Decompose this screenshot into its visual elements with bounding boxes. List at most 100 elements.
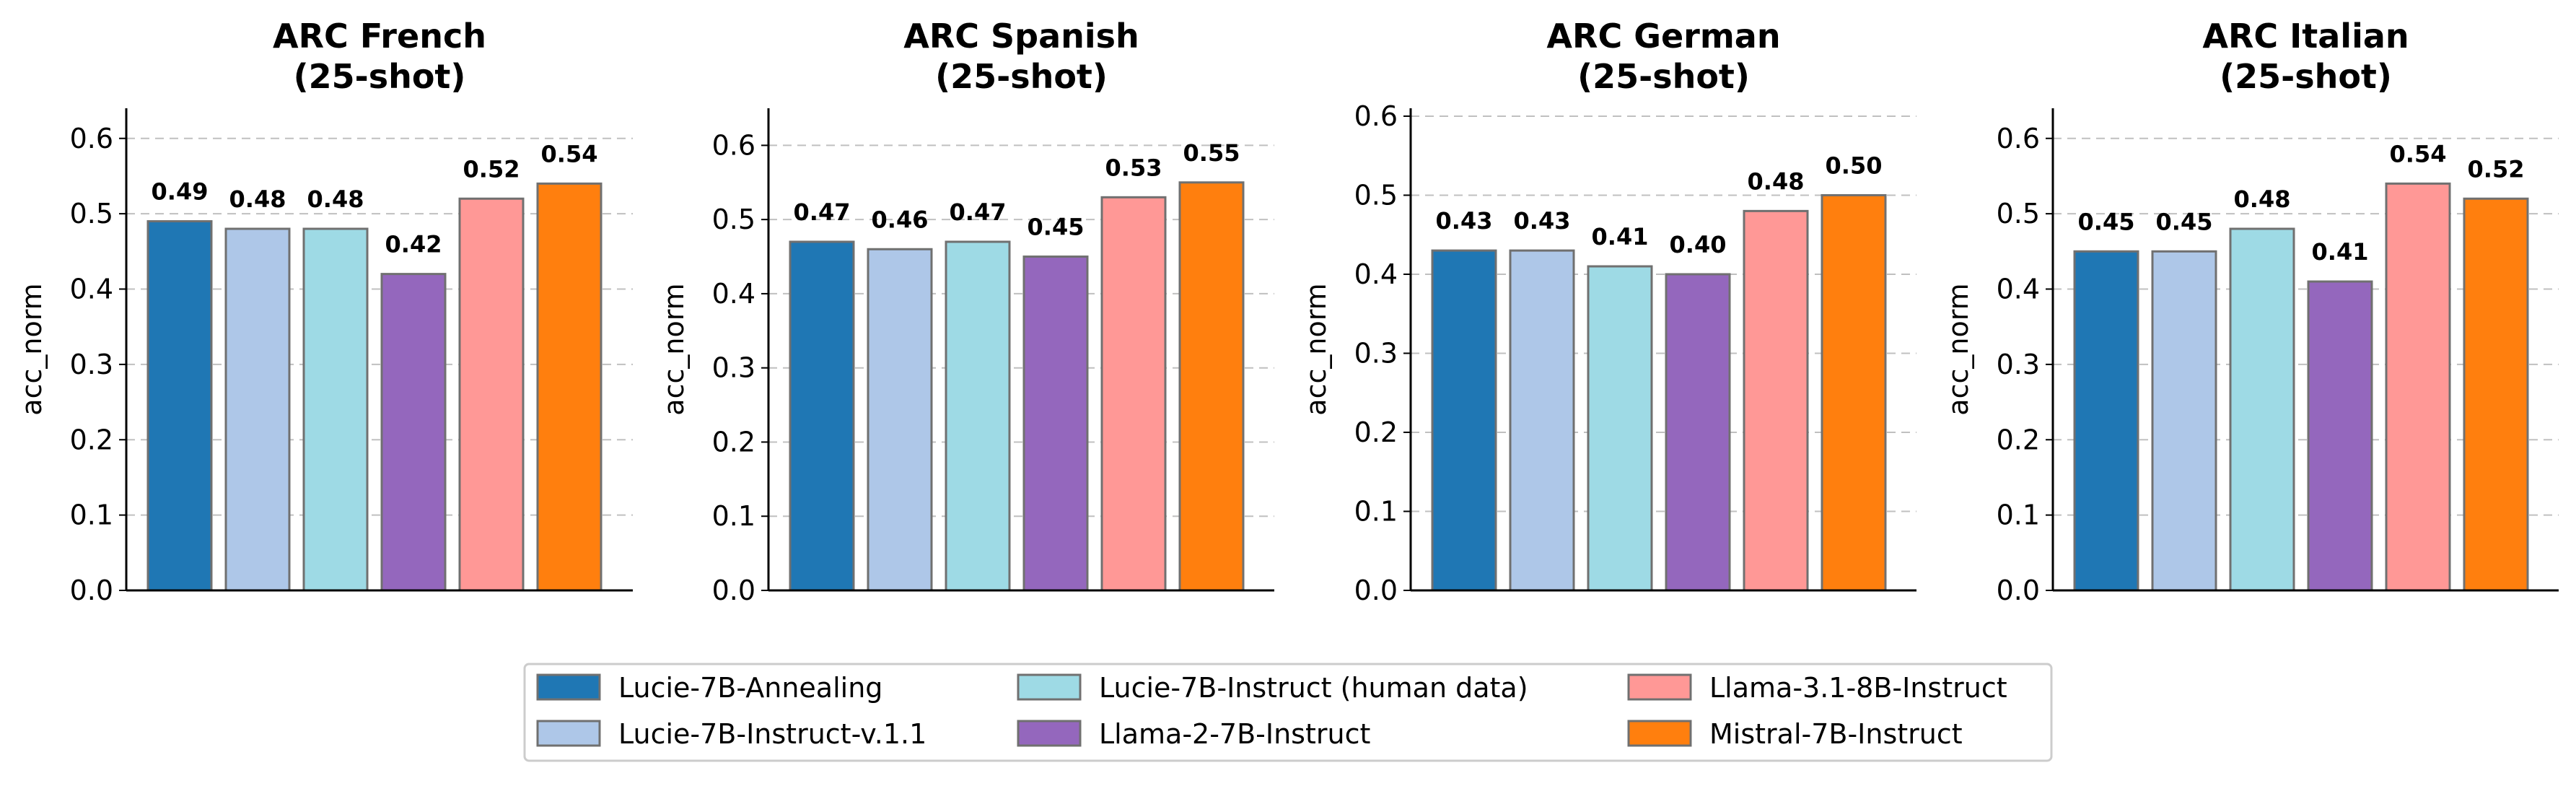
legend-label: Lucie-7B-Annealing [618,672,882,704]
bar-value-label: 0.52 [2468,155,2525,183]
bar [2463,197,2529,592]
legend-swatch [536,720,601,747]
y-tick-label: 0.3 [1997,349,2040,380]
y-tick-label: 0.4 [712,278,755,310]
bar-value-label: 0.50 [1826,152,1883,179]
bar [146,220,213,592]
bar-value-label: 0.49 [152,178,209,206]
legend-swatch [1627,720,1692,747]
y-tick-label: 0.4 [70,274,113,305]
legend-swatch [1017,673,1082,701]
bar-value-label: 0.54 [541,140,598,167]
y-tick-label: 0.2 [1354,416,1398,448]
bar [945,240,1011,592]
y-tick-label: 0.5 [712,204,755,235]
y-tick-label: 0.1 [712,500,755,532]
y-tick-label: 0.1 [1354,495,1398,527]
bar [1022,256,1089,592]
bar [224,227,291,592]
bar-value-label: 0.47 [794,198,851,226]
bar-value-label: 0.52 [463,155,520,183]
bar [1821,193,1887,592]
bar [380,273,447,592]
y-tick-label: 0.3 [712,352,755,384]
bar [458,197,525,592]
bar [2385,182,2451,592]
y-tick-label: 0.4 [1997,274,2040,305]
bar [1178,181,1245,592]
bar [789,240,855,592]
chart-title: ARC Italian [2202,17,2409,56]
chart-title: ARC Spanish [903,17,1139,56]
y-tick-label: 0.5 [1354,179,1398,211]
chart-subtitle: (25-shot) [1577,57,1750,96]
legend-swatch [1627,673,1692,701]
y-tick-label: 0.3 [1354,337,1398,369]
bar [2229,227,2295,592]
bar-value-label: 0.48 [2234,185,2291,213]
legend-swatch [536,673,601,701]
y-tick-label: 0.0 [1354,575,1398,606]
bar-value-label: 0.54 [2390,140,2447,167]
bar-value-label: 0.43 [1514,207,1571,235]
legend: Lucie-7B-Annealing Lucie-7B-Instruct-v.1.… [523,663,2053,762]
chart-subtitle: (25-shot) [935,57,1108,96]
bar [2073,250,2139,592]
y-axis-label: acc_norm [1300,283,1332,415]
y-tick-label: 0.0 [712,575,755,606]
y-axis-label: acc_norm [658,283,690,415]
bar-value-label: 0.47 [950,198,1007,226]
chart-panel-2: ARC Spanish(25-shot) 0.0 0.1 0.2 0.3 0.4 0.5 0.… [658,17,1274,606]
legend-label: Llama-2-7B-Instruct [1099,718,1370,750]
bar-value-label: 0.45 [2078,208,2135,235]
chart-subtitle: (25-shot) [294,57,466,96]
y-tick-label: 0.0 [1997,575,2040,606]
bar-value-label: 0.48 [1748,167,1805,195]
bar-value-label: 0.45 [1028,214,1085,241]
bar [302,227,369,592]
bar [1100,196,1167,592]
y-tick-label: 0.0 [70,575,113,606]
y-tick-label: 0.2 [712,426,755,458]
y-tick-label: 0.6 [1997,123,2040,154]
legend-label: Llama-3.1-8B-Instruct [1709,672,2007,704]
y-axis-label: acc_norm [16,283,48,415]
bar [536,182,603,592]
chart-title: ARC German [1546,17,1780,56]
y-tick-label: 0.1 [1997,499,2040,531]
bar-value-label: 0.55 [1183,139,1240,167]
chart-subtitle: (25-shot) [2220,57,2392,96]
bar [1509,249,1575,592]
y-tick-label: 0.6 [1354,100,1398,132]
bar-value-label: 0.48 [229,185,286,213]
bar [867,248,933,592]
legend-swatch [1017,720,1082,747]
bar-value-label: 0.41 [2312,238,2369,266]
bar-value-label: 0.42 [385,231,442,258]
y-tick-label: 0.2 [70,424,113,455]
y-tick-label: 0.6 [70,123,113,154]
chart-panel-4: ARC Italian(25-shot) 0.0 0.1 0.2 0.3 0.4 0.5 0.… [1942,17,2559,606]
bar-value-label: 0.48 [307,185,364,213]
bar-value-label: 0.40 [1670,231,1727,258]
bar [2307,280,2373,592]
legend-label: Mistral-7B-Instruct [1709,718,1963,750]
bar [1743,209,1809,592]
bar-value-label: 0.45 [2156,208,2213,235]
chart-panel-1: ARC French(25-shot) 0.0 0.1 0.2 0.3 0.4 0.5 0.6… [16,17,633,606]
chart-panel-3: ARC German(25-shot) 0.0 0.1 0.2 0.3 0.4 0.5 0.6… [1300,17,1916,606]
bar-value-label: 0.53 [1105,154,1162,181]
y-tick-label: 0.1 [70,499,113,531]
y-axis-label: acc_norm [1942,283,1974,415]
y-tick-label: 0.4 [1354,258,1398,290]
legend-label: Lucie-7B-Instruct-v.1.1 [618,718,926,750]
y-tick-label: 0.6 [712,129,755,161]
bar-value-label: 0.41 [1592,223,1649,250]
bar [1431,249,1497,592]
bar-value-label: 0.43 [1436,207,1493,235]
y-tick-label: 0.3 [70,349,113,380]
bar-value-label: 0.46 [872,206,929,233]
y-tick-label: 0.2 [1997,424,2040,455]
bar [1665,273,1731,592]
